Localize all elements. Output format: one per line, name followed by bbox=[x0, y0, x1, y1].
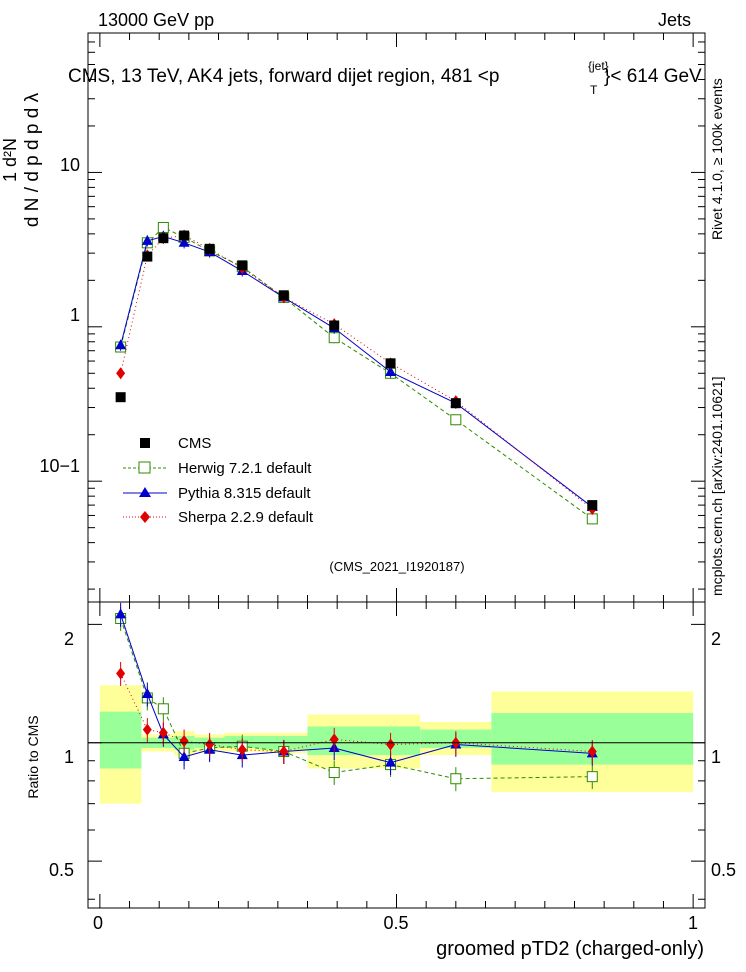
main-point-cms bbox=[115, 392, 126, 403]
main-ytick-0.1: 10−1 bbox=[39, 456, 80, 476]
ratio-point-pythia bbox=[178, 750, 190, 761]
main-point-herwig bbox=[450, 414, 462, 426]
ratio-point-sherpa bbox=[386, 738, 396, 751]
ratio-point-sherpa bbox=[237, 743, 247, 756]
main-point-pythia bbox=[141, 234, 153, 245]
ratio-series-sherpa bbox=[116, 661, 597, 764]
svg-text:d N / d p d p d λ: d N / d p d p d λ bbox=[22, 92, 43, 227]
main-point-cms bbox=[385, 358, 396, 369]
main-point-herwig bbox=[328, 332, 340, 344]
main-point-cms bbox=[329, 320, 340, 331]
xtick-1: 1 bbox=[688, 913, 698, 933]
main-point-pythia bbox=[178, 236, 190, 247]
ratio-point-pythia bbox=[115, 608, 127, 619]
svg-text:1 d²N: 1 d²N bbox=[0, 138, 20, 182]
main-point-cms bbox=[278, 290, 289, 301]
main-point-pythia bbox=[115, 339, 127, 350]
header-left: 13000 GeV pp bbox=[98, 10, 214, 30]
main-point-cms bbox=[237, 260, 248, 271]
ratio-point-pythia bbox=[141, 688, 153, 699]
ratio-bands bbox=[99, 685, 694, 804]
legend-pythia: Pythia 8.315 default bbox=[178, 485, 311, 502]
main-point-pythia bbox=[385, 365, 397, 376]
legend-marker-pythia bbox=[139, 487, 151, 497]
ratio-point-sherpa bbox=[279, 745, 289, 758]
main-series-cms bbox=[115, 230, 598, 511]
xtick-0.5: 0.5 bbox=[383, 913, 408, 933]
ratio-ytick-left-1: 1 bbox=[64, 747, 74, 767]
main-point-cms bbox=[179, 230, 190, 241]
ratio-ytick-left-0.5: 0.5 bbox=[49, 860, 74, 880]
legend-marker-herwig bbox=[138, 461, 151, 474]
main-ylabel: d N / d p d p d λ 1 d²N bbox=[0, 92, 43, 227]
svg-text:CMS, 13 TeV, AK4 jets, forward: CMS, 13 TeV, AK4 jets, forward dijet reg… bbox=[68, 66, 499, 87]
xlabel: groomed pTD2 (charged-only) bbox=[436, 938, 704, 960]
main-point-cms bbox=[158, 233, 169, 244]
legend-marker-sherpa bbox=[140, 511, 150, 523]
ratio-point-sherpa bbox=[587, 745, 597, 758]
legend-sherpa: Sherpa 2.2.9 default bbox=[178, 509, 314, 526]
ratio-ytick-right-2: 2 bbox=[711, 629, 721, 649]
header-right: Jets bbox=[658, 10, 691, 30]
svg-text:T: T bbox=[590, 83, 598, 97]
ratio-ylabel: Ratio to CMS bbox=[25, 715, 41, 798]
ratio-point-sherpa bbox=[205, 738, 215, 751]
rivet-label: Rivet 4.1.0, ≥ 100k events bbox=[709, 78, 725, 240]
svg-text:}< 614 GeV: }< 614 GeV bbox=[604, 66, 702, 87]
ratio-point-sherpa bbox=[116, 667, 126, 680]
ratio-ytick-right-1: 1 bbox=[711, 747, 721, 767]
ratio-ytick-left-2: 2 bbox=[64, 629, 74, 649]
xtick-0: 0 bbox=[93, 913, 103, 933]
legend-cms: CMS bbox=[178, 435, 211, 452]
main-point-cms bbox=[450, 398, 461, 409]
main-point-sherpa bbox=[116, 367, 126, 380]
ratio-ytick-right-0.5: 0.5 bbox=[711, 860, 736, 880]
main-ytick-1: 1 bbox=[70, 305, 80, 325]
ratio-point-herwig bbox=[450, 773, 462, 785]
ratio-point-herwig bbox=[157, 703, 169, 715]
main-point-herwig bbox=[586, 513, 598, 525]
axis-ticks bbox=[88, 32, 705, 908]
legend: CMS Herwig 7.2.1 default Pythia 8.315 de… bbox=[123, 435, 314, 526]
chart-title: CMS, 13 TeV, AK4 jets, forward dijet reg… bbox=[68, 59, 702, 97]
main-point-cms bbox=[142, 251, 153, 262]
legend-marker-cms bbox=[140, 438, 150, 448]
band-inner-0 bbox=[99, 711, 142, 769]
legend-herwig: Herwig 7.2.1 default bbox=[178, 460, 312, 477]
ratio-point-sherpa bbox=[179, 735, 189, 748]
main-point-cms bbox=[587, 500, 598, 511]
main-ytick-10: 10 bbox=[60, 155, 80, 175]
ratio-point-herwig bbox=[586, 771, 598, 783]
mcplots-label: mcplots.cern.ch [arXiv:2401.10621] bbox=[709, 377, 725, 596]
band-inner-6 bbox=[307, 726, 421, 756]
ratio-point-sherpa bbox=[142, 723, 152, 736]
main-line-sherpa bbox=[120, 235, 593, 510]
svg-text:{jet}: {jet} bbox=[588, 59, 609, 73]
main-series-herwig bbox=[115, 221, 598, 525]
main-point-cms bbox=[204, 243, 215, 254]
analysis-watermark: (CMS_2021_I1920187) bbox=[329, 559, 464, 574]
ratio-point-pythia bbox=[385, 756, 397, 767]
ratio-point-herwig bbox=[328, 767, 340, 779]
ratio-point-sherpa bbox=[158, 726, 168, 739]
